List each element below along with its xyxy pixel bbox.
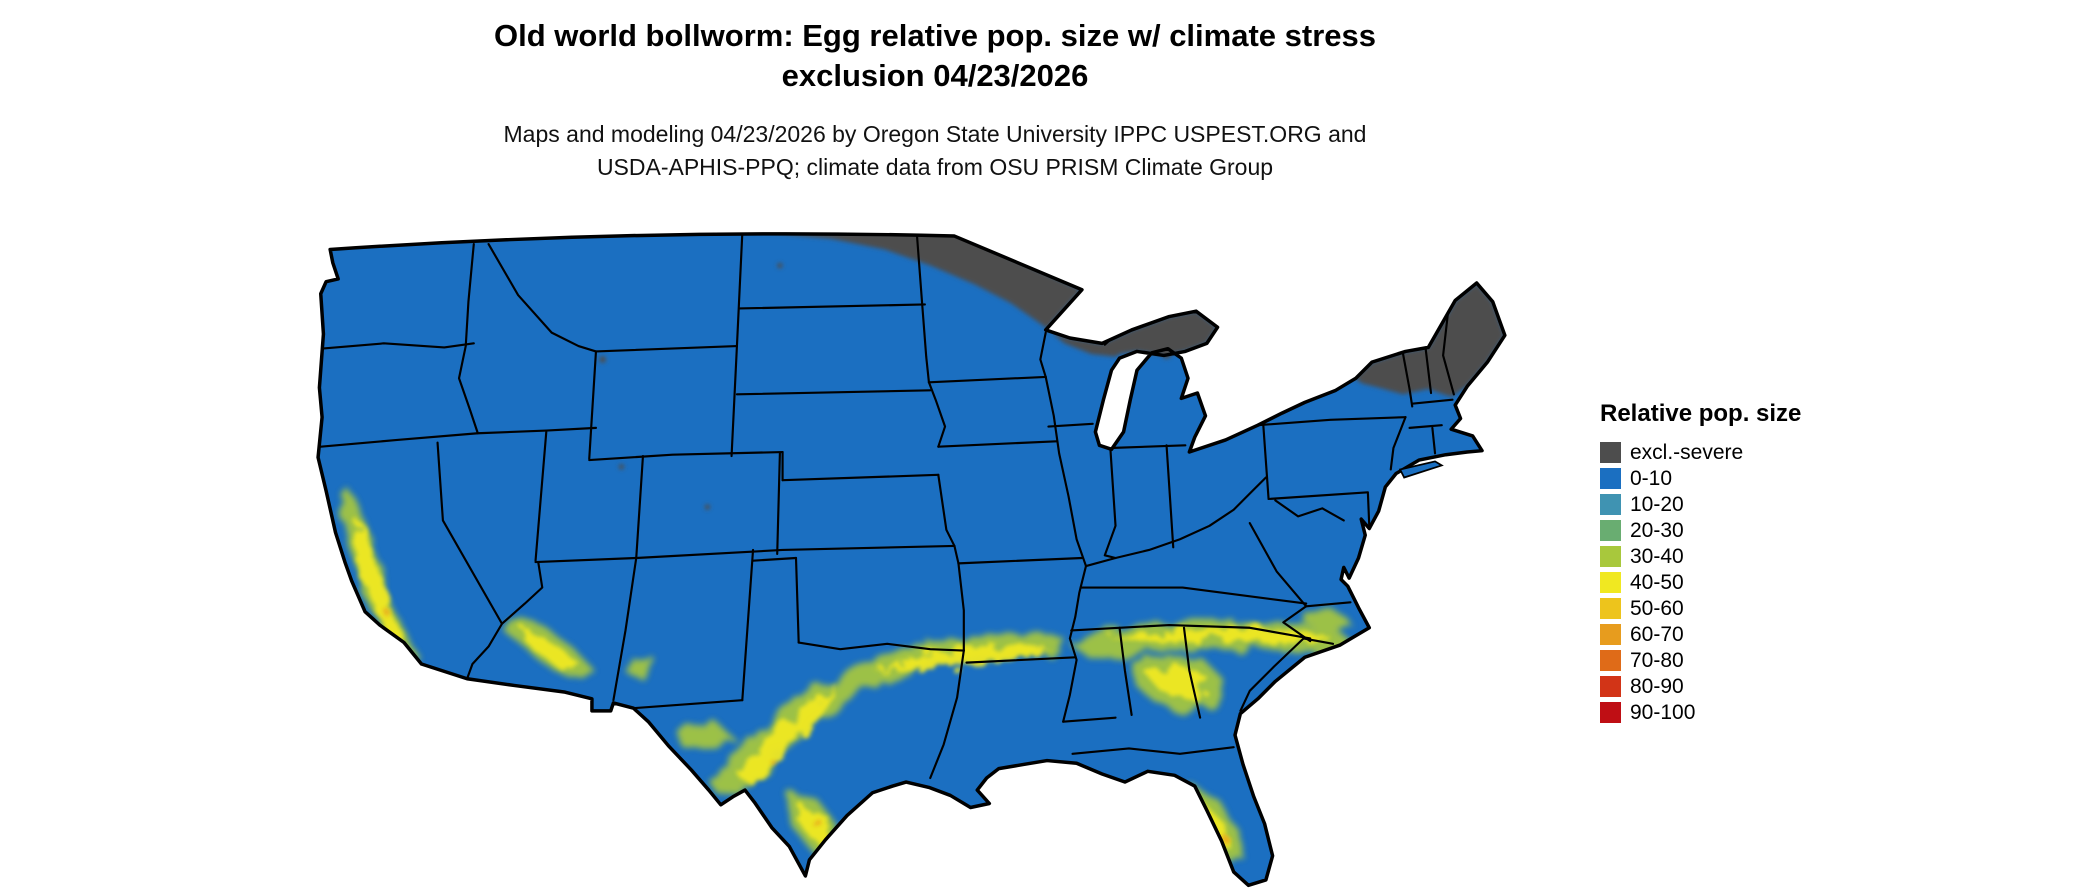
legend-swatch (1600, 572, 1621, 593)
long-island (1398, 460, 1444, 479)
legend-swatch (1600, 494, 1621, 515)
legend-label: 40-50 (1630, 571, 1684, 594)
legend-item: 50-60 (1600, 598, 1900, 619)
exclusion-region-north (739, 233, 1218, 357)
conus-map-svg (316, 232, 1507, 888)
legend-items: excl.-severe 0-10 10-20 20-30 30-40 40-5… (1600, 442, 1900, 723)
legend-label: 30-40 (1630, 545, 1684, 568)
map-title: Old world bollworm: Egg relative pop. si… (0, 16, 1870, 96)
state-boundaries (319, 233, 1455, 780)
legend-swatch (1600, 676, 1621, 697)
base-population-fill (318, 233, 1505, 886)
legend-item: 60-70 (1600, 624, 1900, 645)
legend-label: 60-70 (1630, 623, 1684, 646)
legend-swatch (1600, 546, 1621, 567)
legend-item: 90-100 (1600, 702, 1900, 723)
map-attribution-line2: USDA-APHIS-PPQ; climate data from OSU PR… (596, 154, 1274, 180)
legend-item: 20-30 (1600, 520, 1900, 541)
legend-label: excl.-severe (1630, 441, 1744, 464)
legend-item: 30-40 (1600, 546, 1900, 567)
legend-label: 10-20 (1630, 493, 1684, 516)
conus-map (310, 228, 1525, 888)
legend-swatch (1600, 650, 1621, 671)
legend-label: 50-60 (1630, 597, 1684, 620)
us-outline (316, 232, 1507, 888)
legend-swatch (1600, 624, 1621, 645)
legend-swatch (1600, 442, 1621, 463)
legend: Relative pop. size excl.-severe 0-10 10-… (1600, 400, 1900, 723)
legend-swatch (1600, 702, 1621, 723)
legend-label: 90-100 (1630, 701, 1696, 724)
exclusion-region-northeast (1354, 283, 1505, 398)
map-attribution: Maps and modeling 04/23/2026 by Oregon S… (0, 118, 1870, 184)
legend-swatch (1600, 520, 1621, 541)
legend-item: 70-80 (1600, 650, 1900, 671)
legend-title: Relative pop. size (1600, 400, 1802, 427)
legend-item: 10-20 (1600, 494, 1900, 515)
legend-swatch (1600, 598, 1621, 619)
legend-label: 80-90 (1630, 675, 1684, 698)
orange-speck-group (387, 613, 1232, 846)
map-attribution-line1: Maps and modeling 04/23/2026 by Oregon S… (503, 121, 1367, 147)
legend-label: 70-80 (1630, 649, 1684, 672)
legend-item: excl.-severe (1600, 442, 1900, 463)
legend-swatch (1600, 468, 1621, 489)
legend-item: 0-10 (1600, 468, 1900, 489)
map-title-line1: Old world bollworm: Egg relative pop. si… (494, 18, 1376, 53)
legend-label: 20-30 (1630, 519, 1684, 542)
map-title-line2: exclusion 04/23/2026 (781, 58, 1089, 93)
legend-item: 40-50 (1600, 572, 1900, 593)
legend-item: 80-90 (1600, 676, 1900, 697)
legend-label: 0-10 (1630, 467, 1673, 490)
